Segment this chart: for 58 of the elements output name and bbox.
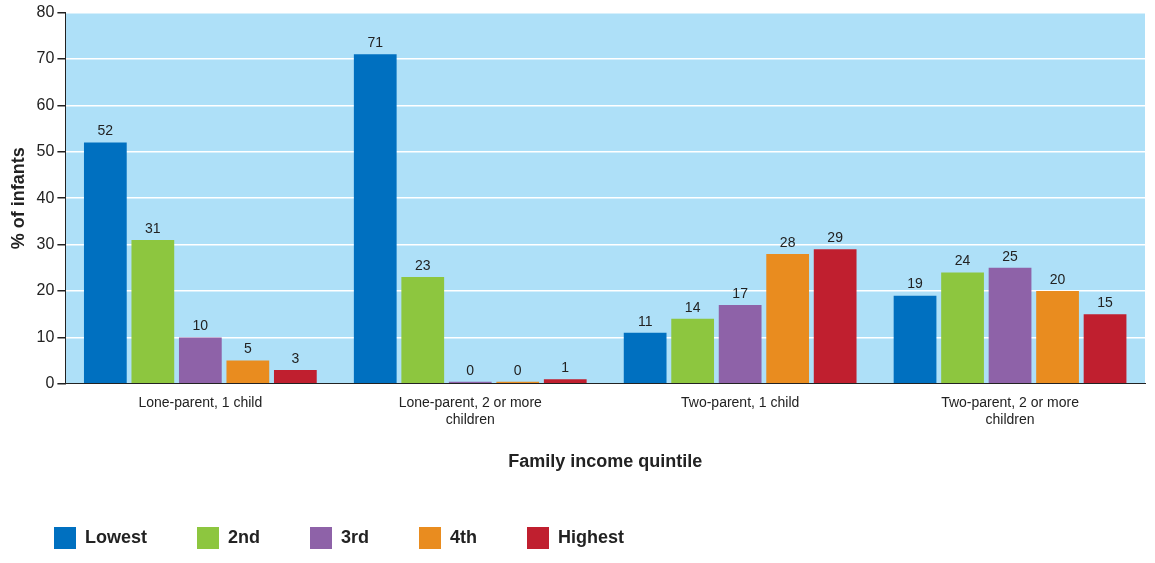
data-label: 20	[1049, 270, 1066, 287]
bar	[1036, 291, 1079, 384]
y-tick-label: 10	[36, 327, 55, 345]
x-tick-label: Lone-parent, 1 child	[138, 394, 263, 411]
legend-label: 2nd	[228, 526, 261, 547]
data-label: 19	[907, 275, 924, 292]
y-tick-label: 50	[36, 142, 55, 160]
bar	[623, 332, 667, 384]
y-tick-label: 40	[36, 188, 55, 206]
data-label: 15	[1097, 294, 1114, 311]
bar	[401, 277, 445, 384]
bar	[543, 379, 587, 384]
legend-label: Lowest	[85, 526, 148, 547]
data-label: 23	[414, 256, 431, 273]
y-axis-title: % of infants	[7, 147, 28, 250]
data-label: 25	[1002, 247, 1019, 264]
data-label: 71	[367, 34, 384, 51]
x-axis-title: Family income quintile	[508, 451, 703, 472]
data-label: 10	[192, 317, 209, 334]
data-label: 17	[732, 284, 749, 301]
bar	[83, 142, 127, 384]
bar	[273, 369, 317, 384]
data-label: 31	[145, 219, 161, 236]
data-label: 24	[954, 252, 971, 269]
x-tick-label: Two-parent, 1 child	[681, 394, 800, 411]
data-label: 14	[684, 298, 701, 315]
bar	[353, 54, 397, 384]
y-tick-label: 70	[36, 49, 55, 67]
y-tick-label: 80	[36, 3, 55, 21]
bar	[131, 239, 175, 384]
data-label: 0	[466, 361, 475, 378]
bar	[226, 360, 270, 384]
legend-label: Highest	[558, 526, 625, 547]
y-tick-label: 60	[36, 95, 55, 113]
data-label: 52	[97, 122, 114, 139]
legend-label: 4th	[450, 526, 478, 547]
bar	[178, 337, 222, 384]
bar	[893, 295, 937, 384]
data-label: 28	[779, 233, 796, 250]
bar	[813, 249, 857, 384]
bar	[766, 253, 810, 384]
legend-label: 3rd	[341, 526, 370, 547]
x-tick-label: Lone-parent, 2 or more children	[398, 394, 543, 427]
data-label: 29	[827, 229, 844, 246]
data-label: 3	[291, 349, 300, 366]
bar	[718, 304, 762, 384]
data-label: 0	[513, 361, 522, 378]
data-label: 11	[637, 312, 653, 329]
data-label: 1	[561, 359, 570, 376]
bar	[671, 318, 715, 384]
bar	[988, 267, 1032, 384]
bar	[1083, 314, 1127, 384]
data-label: 5	[243, 340, 252, 357]
y-tick-label: 30	[36, 235, 55, 253]
y-tick-label: 0	[45, 374, 55, 392]
bar	[941, 272, 984, 384]
x-tick-label: Two-parent, 2 or more children	[941, 394, 1080, 427]
y-tick-label: 20	[36, 281, 55, 299]
